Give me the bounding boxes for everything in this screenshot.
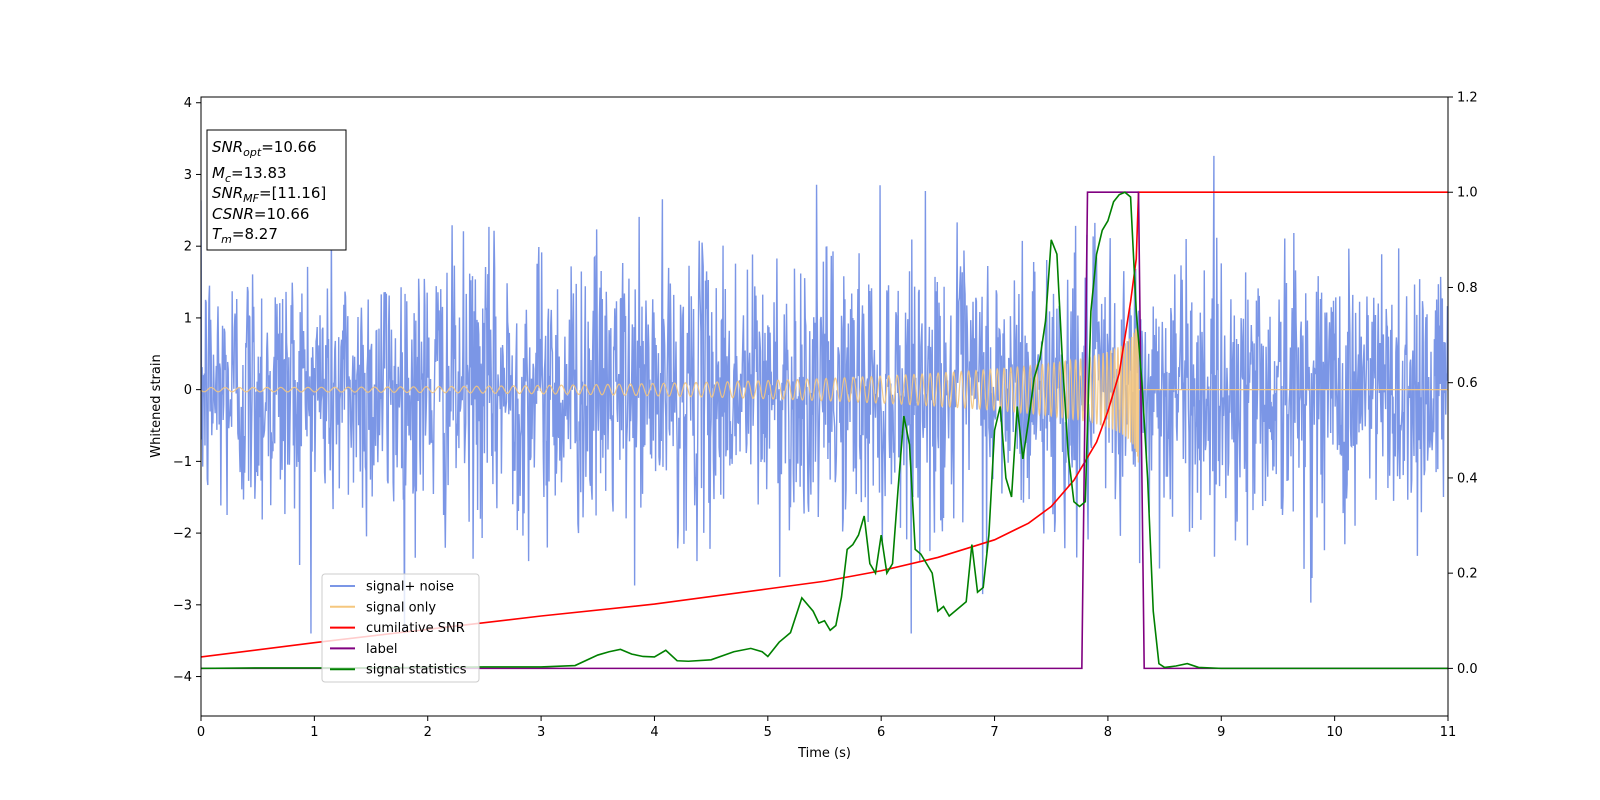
legend: signal+ noise signal only cumilative SNR la… xyxy=(321,573,480,683)
y-tick-label: 3 xyxy=(184,168,192,183)
series-signal-statistics-line xyxy=(201,191,1448,670)
legend-frame xyxy=(321,573,480,683)
y-axis-label: Whitened strain xyxy=(149,354,164,457)
y-tick-label: 4 xyxy=(184,96,192,111)
x-tick-label: 7 xyxy=(990,725,998,740)
y-tick-label: 0 xyxy=(184,383,192,398)
y2-tick-label: 0.6 xyxy=(1457,376,1478,391)
x-tick-label: 8 xyxy=(1104,725,1112,740)
y2-tick-label: 1.2 xyxy=(1457,91,1478,106)
x-tick-label: 5 xyxy=(764,725,772,740)
x-tick-label: 3 xyxy=(537,725,545,740)
legend-label: signal+ noise xyxy=(366,580,454,595)
annotation-line: CSNR=10.66 xyxy=(212,205,309,223)
x-tick-label: 2 xyxy=(424,725,432,740)
x-tick-label: 11 xyxy=(1440,725,1457,740)
y2-tick-label: 0.8 xyxy=(1457,281,1478,296)
x-tick-label: 4 xyxy=(650,725,658,740)
y-tick-label: 2 xyxy=(184,240,192,255)
annotation-line: SNRopt=10.66 xyxy=(212,138,317,159)
x-tick-label: 6 xyxy=(877,725,885,740)
legend-label: signal only xyxy=(366,600,436,615)
series-signal-noise-line xyxy=(201,155,1448,634)
y-tick-label: −3 xyxy=(173,598,192,613)
x-axis-label: Time (s) xyxy=(797,746,851,761)
y2-tick-label: 0.0 xyxy=(1457,662,1478,677)
legend-label: cumilative SNR xyxy=(366,621,465,636)
x-tick-label: 10 xyxy=(1326,725,1343,740)
x-tick-label: 0 xyxy=(197,725,205,740)
annotation-line: Mc=13.83 xyxy=(212,164,287,185)
series-signal-only-line xyxy=(201,328,1448,463)
y-tick-label: −1 xyxy=(173,455,192,470)
x-tick-label: 1 xyxy=(310,725,318,740)
y-tick-label: −2 xyxy=(173,527,192,542)
x-axis: 0 1 2 3 4 5 6 7 8 9 10 11 xyxy=(197,716,1456,740)
annotation-box: SNRopt=10.66 Mc=13.83SNRMF=[11.16]CSNR=10… xyxy=(206,129,347,251)
annotation-line: Tm=8.27 xyxy=(212,225,278,246)
x-tick-label: 9 xyxy=(1217,725,1225,740)
series-label-line xyxy=(201,191,1448,670)
plot-frame xyxy=(200,96,1449,717)
plot-area xyxy=(201,155,1448,670)
legend-label: label xyxy=(366,642,397,657)
annotation-line: SNRMF=[11.16] xyxy=(212,184,326,205)
annotation-frame xyxy=(206,129,347,251)
y-axis-right: 0.0 0.2 0.4 0.6 0.8 1.0 1.2 xyxy=(1448,91,1478,677)
legend-label: signal statistics xyxy=(366,663,467,678)
y2-tick-label: 1.0 xyxy=(1457,186,1478,201)
y2-tick-label: 0.2 xyxy=(1457,567,1478,582)
y-tick-label: −4 xyxy=(173,670,192,685)
y-tick-label: 1 xyxy=(184,311,192,326)
y2-tick-label: 0.4 xyxy=(1457,471,1478,486)
y-axis-left: −4 −3 −2 −1 0 1 2 3 4 xyxy=(173,96,201,685)
